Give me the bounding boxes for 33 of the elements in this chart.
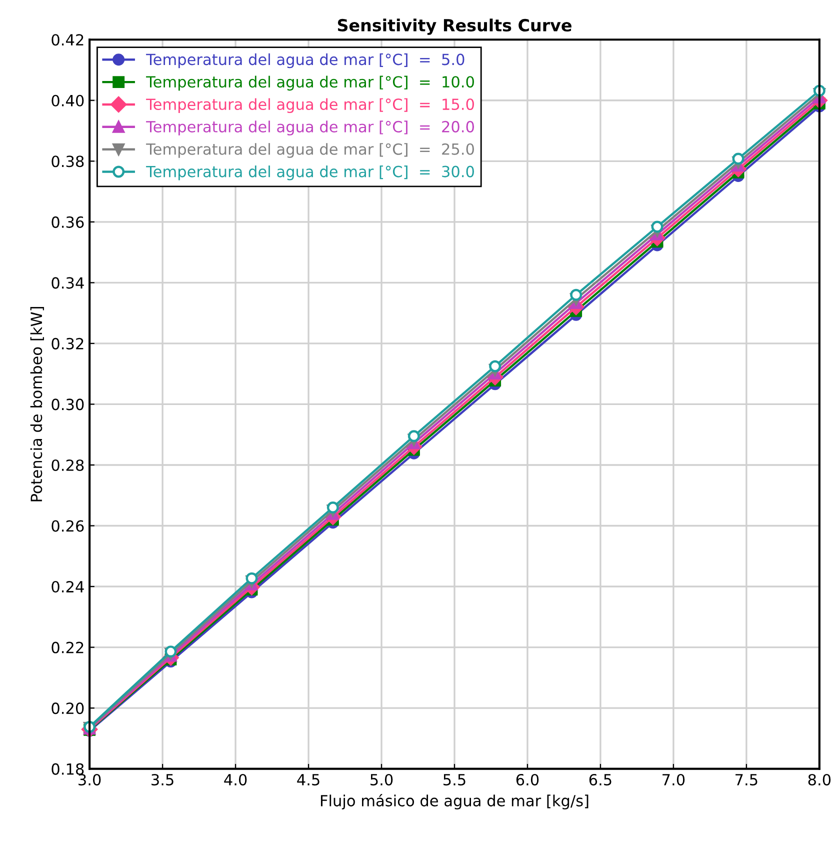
- y-tick-label: 0.26: [52, 520, 84, 532]
- x-tick-label: 6.0: [516, 774, 539, 786]
- x-tick-label: 7.5: [736, 774, 758, 786]
- x-tick-label: 5.0: [370, 774, 393, 786]
- x-tick-label: 5.5: [444, 774, 466, 786]
- legend-label: Temperatura del agua de mar [°C] = 25.0: [146, 143, 474, 158]
- y-tick-label: 0.38: [52, 156, 84, 168]
- x-tick-label: 7.0: [662, 774, 685, 786]
- x-tick-label: 3.5: [152, 774, 174, 786]
- y-axis-title: Potencia de bombeo [kW]: [30, 307, 44, 502]
- y-tick-label: 0.42: [52, 34, 84, 46]
- y-tick-label: 0.24: [52, 580, 84, 593]
- y-tick-label: 0.18: [52, 763, 84, 775]
- legend-label: Temperatura del agua de mar [°C] = 20.0: [146, 120, 474, 136]
- legend-label: Temperatura del agua de mar [°C] = 30.0: [146, 165, 474, 180]
- x-axis-title: Flujo másico de agua de mar [kg/s]: [320, 794, 588, 810]
- x-tick-label: 4.0: [224, 774, 247, 786]
- legend-label: Temperatura del agua de mar [°C] = 5.0: [146, 53, 464, 68]
- legend-label: Temperatura del agua de mar [°C] = 15.0: [146, 98, 474, 114]
- y-tick-label: 0.28: [52, 459, 84, 472]
- y-tick-label: 0.40: [52, 94, 84, 106]
- chart-title: Sensitivity Results Curve: [338, 18, 572, 35]
- y-tick-label: 0.20: [52, 702, 84, 714]
- y-tick-label: 0.22: [52, 642, 84, 654]
- y-tick-label: 0.32: [52, 338, 84, 350]
- x-tick-label: 6.5: [589, 774, 612, 786]
- legend-label: Temperatura del agua de mar [°C] = 10.0: [146, 76, 474, 91]
- x-tick-label: 8.0: [808, 774, 831, 786]
- y-tick-label: 0.34: [52, 277, 84, 289]
- y-tick-label: 0.36: [52, 216, 84, 228]
- x-tick-label: 3.0: [78, 774, 101, 786]
- x-tick-label: 4.5: [297, 774, 320, 786]
- y-tick-label: 0.30: [52, 398, 84, 410]
